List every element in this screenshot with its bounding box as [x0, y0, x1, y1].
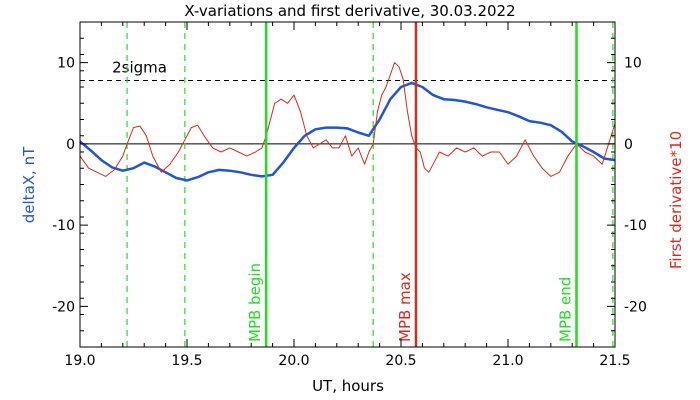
y-tick-label-right: 0 — [624, 137, 633, 153]
marker-label-1: MPB max — [396, 272, 414, 342]
series-line-deltax — [79, 81, 616, 182]
x-axis-label: UT, hours — [312, 377, 384, 395]
plot-area: 2sigma MPB begin MPB max MPB end — [79, 22, 616, 347]
series-line-derivative — [79, 62, 616, 177]
x-tick-label: 19.0 — [64, 353, 95, 369]
y-axis-label-right: First derivative*10 — [667, 131, 685, 269]
y-axis-label-left: deltaX, nT — [20, 146, 38, 223]
y-tick-label-left: 10 — [57, 56, 75, 72]
x-tick-label: 20.5 — [385, 353, 416, 369]
x-tick-label: 20.0 — [278, 353, 309, 369]
y-tick-label-right: -10 — [624, 218, 647, 234]
x-tick-label: 19.5 — [171, 353, 202, 369]
marker-label-2: MPB end — [556, 277, 574, 342]
y-tick-label-left: 0 — [66, 137, 75, 153]
y-tick-label-left: -10 — [52, 218, 75, 234]
chart-title: X-variations and first derivative, 30.03… — [184, 2, 515, 20]
threshold-label: 2sigma — [112, 59, 167, 77]
x-tick-label: 21.0 — [492, 353, 523, 369]
y-tick-label-right: 10 — [624, 56, 642, 72]
marker-label-0: MPB begin — [246, 263, 264, 342]
y-tick-label-left: -20 — [52, 299, 75, 315]
y-tick-label-right: -20 — [624, 299, 647, 315]
x-tick-label: 21.5 — [599, 353, 630, 369]
axes: 10 10 0 0 -10 -10 -20 -20 19.0 19.5 20.0 20.5 21.0 21… — [52, 21, 647, 369]
